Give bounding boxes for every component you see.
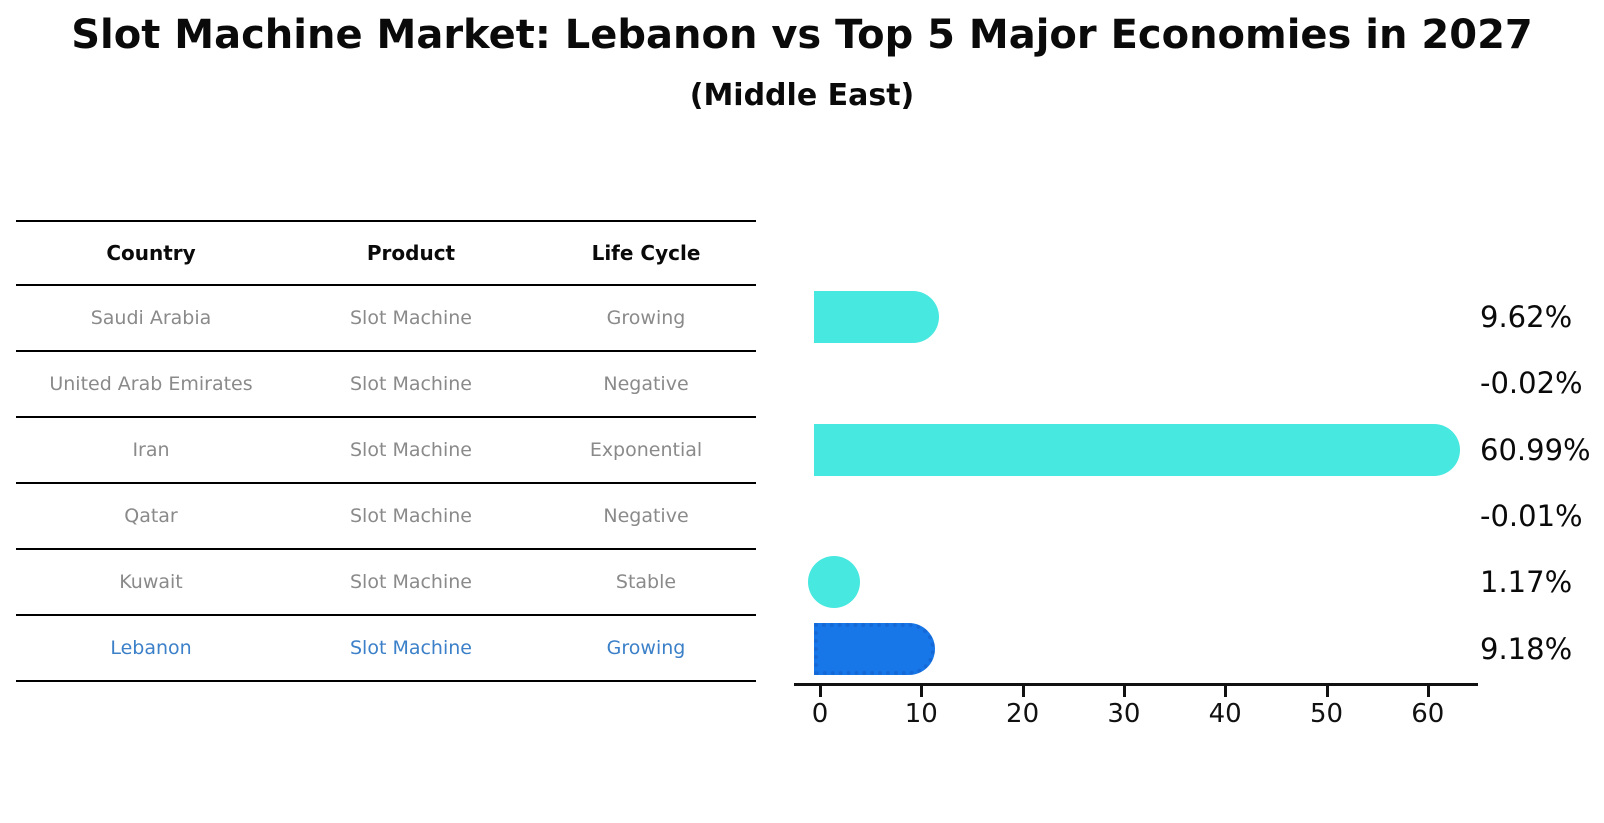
value-label-saudi-arabia: 9.62% xyxy=(1480,300,1573,334)
value-label-iran: 60.99% xyxy=(1480,432,1591,467)
table-row-kuwait: Kuwait Slot Machine Stable xyxy=(16,550,756,616)
cell-product: Slot Machine xyxy=(350,439,472,461)
x-tick-mark xyxy=(1224,686,1228,697)
cell-life-cycle: Exponential xyxy=(589,439,703,461)
table-header-product: Product xyxy=(366,241,456,265)
bar-saudi-arabia xyxy=(814,291,940,343)
cell-country: Saudi Arabia xyxy=(90,307,212,329)
cell-product: Slot Machine xyxy=(350,373,472,395)
x-tick-label: 30 xyxy=(1107,699,1141,729)
cell-product: Slot Machine xyxy=(350,571,472,593)
x-tick-mark xyxy=(1122,686,1126,697)
table-header-lifecycle: Life Cycle xyxy=(591,241,701,265)
x-tick-mark xyxy=(1426,686,1430,697)
cell-life-cycle: Negative xyxy=(603,505,689,527)
cell-product: Slot Machine xyxy=(350,637,472,659)
table-header-country: Country xyxy=(106,241,196,265)
cell-country: Kuwait xyxy=(119,571,183,593)
cell-country: Lebanon xyxy=(110,637,192,659)
value-label-kuwait: 1.17% xyxy=(1480,565,1573,600)
cell-country: Iran xyxy=(132,439,170,461)
table-body: Saudi Arabia Slot Machine Growing United Ar… xyxy=(16,286,756,682)
x-tick-mark xyxy=(1021,686,1025,697)
cell-product: Slot Machine xyxy=(350,307,472,329)
chart-subtitle: (Middle East) xyxy=(689,78,915,113)
x-tick-mark xyxy=(1325,686,1329,697)
table-row-united-arab-emirates: United Arab Emirates Slot Machine Negative xyxy=(16,352,756,418)
value-label-lebanon: 9.18% xyxy=(1480,631,1573,666)
x-axis-line xyxy=(794,683,1478,686)
cell-life-cycle: Negative xyxy=(603,373,689,395)
country-table: Country Product Life Cycle Saudi Arabia S… xyxy=(16,220,756,682)
table-row-lebanon: Lebanon Slot Machine Growing xyxy=(16,616,756,682)
x-tick-label: 10 xyxy=(904,699,938,729)
x-tick-mark xyxy=(920,686,924,697)
table-header-row: Country Product Life Cycle xyxy=(16,222,756,286)
bar-kuwait xyxy=(808,556,860,609)
x-tick-label: 50 xyxy=(1309,699,1344,729)
x-tick-label: 0 xyxy=(811,699,829,729)
bar-iran xyxy=(814,423,1460,476)
table-row-qatar: Qatar Slot Machine Negative xyxy=(16,484,756,550)
cell-life-cycle: Growing xyxy=(606,307,686,329)
table-row-iran: Iran Slot Machine Exponential xyxy=(16,418,756,484)
cell-country: United Arab Emirates xyxy=(49,373,253,395)
cell-life-cycle: Stable xyxy=(615,571,677,593)
table-row-saudi-arabia: Saudi Arabia Slot Machine Growing xyxy=(16,286,756,352)
cell-country: Qatar xyxy=(124,505,178,527)
value-label-qatar: -0.01% xyxy=(1480,498,1583,533)
cell-product: Slot Machine xyxy=(350,505,472,527)
value-label-united-arab-emirates: -0.02% xyxy=(1480,366,1583,401)
chart-title: Slot Machine Market: Lebanon vs Top 5 Ma… xyxy=(71,12,1533,58)
cell-life-cycle: Growing xyxy=(606,637,686,659)
x-tick-mark xyxy=(819,686,822,697)
bar-lebanon xyxy=(814,622,935,675)
x-tick-label: 20 xyxy=(1006,699,1040,729)
x-tick-label: 60 xyxy=(1411,699,1445,729)
x-tick-label: 40 xyxy=(1208,699,1242,729)
